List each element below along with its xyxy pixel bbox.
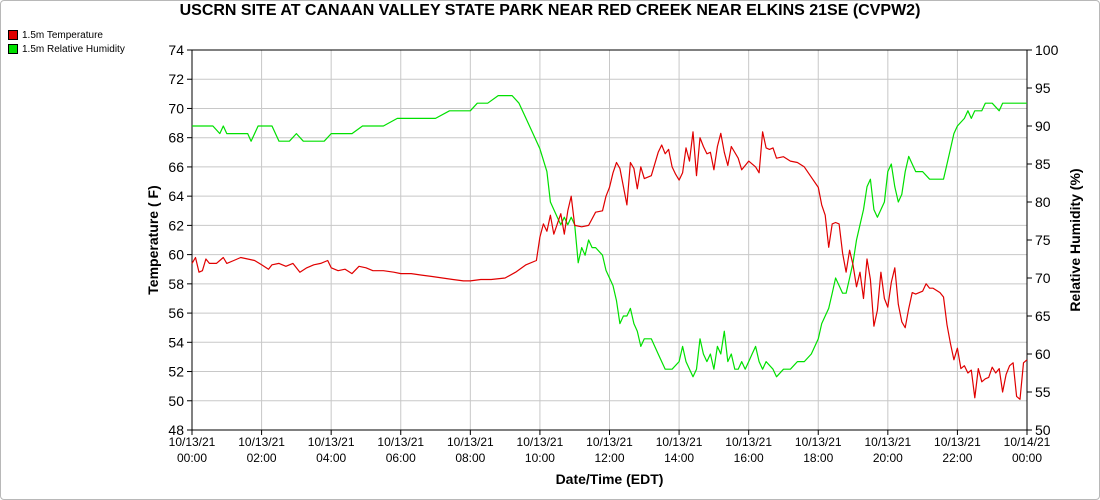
chart-title: USCRN SITE AT CANAAN VALLEY STATE PARK N… [179,2,921,19]
x-tick-time-label: 04:00 [316,451,346,465]
x-tick-date-label: 10/13/21 [238,435,285,449]
grid-lines [191,49,1028,431]
y-right-tick-label: 100 [1035,42,1059,58]
x-tick-date-label: 10/13/21 [586,435,633,449]
legend-label-humidity: 1.5m Relative Humidity [22,43,125,55]
x-tick-time-label: 16:00 [734,451,764,465]
y-left-tick-label: 56 [168,305,184,321]
y-left-tick-label: 54 [168,334,184,350]
y-axis-right-title: Relative Humidity (%) [1067,168,1083,311]
y-left-tick-label: 66 [168,159,184,175]
x-tick-date-label: 10/13/21 [169,435,216,449]
legend: 1.5m Temperature 1.5m Relative Humidity [8,28,125,56]
x-tick-date-label: 10/13/21 [725,435,772,449]
x-tick-time-label: 10:00 [525,451,555,465]
y-axis-left-title: Temperature ( F) [145,185,161,294]
x-tick-time-label: 00:00 [1012,451,1042,465]
x-tick-date-label: 10/13/21 [656,435,703,449]
y-left-tick-label: 52 [168,364,184,380]
y-left-tick-label: 68 [168,130,184,146]
y-right-tick-label: 55 [1035,384,1051,400]
x-tick-time-label: 12:00 [594,451,624,465]
series-line-humidity [192,94,1027,378]
y-left-tick-label: 48 [168,422,184,438]
x-tick-time-label: 22:00 [942,451,972,465]
y-right-tick-label: 65 [1035,308,1051,324]
legend-swatch-humidity [8,44,18,54]
series-line-temperature [191,131,1028,400]
y-right-tick-label: 80 [1035,194,1051,210]
legend-label-temperature: 1.5m Temperature [22,29,103,41]
x-tick-date-label: 10/13/21 [308,435,355,449]
y-left-tick-label: 50 [168,393,184,409]
x-tick-time-label: 18:00 [803,451,833,465]
x-tick-date-label: 10/13/21 [934,435,981,449]
y-left-tick-label: 72 [168,71,184,87]
x-tick-date-label: 10/14/21 [1004,435,1051,449]
x-tick-time-label: 06:00 [386,451,416,465]
x-tick-date-label: 10/13/21 [377,435,424,449]
legend-swatch-temperature [8,30,18,40]
y-right-tick-label: 75 [1035,232,1051,248]
legend-item-humidity: 1.5m Relative Humidity [8,42,125,56]
y-left-tick-label: 58 [168,276,184,292]
x-tick-time-label: 20:00 [873,451,903,465]
x-tick-time-label: 02:00 [247,451,277,465]
series-lines [191,94,1028,400]
x-tick-time-label: 00:00 [177,451,207,465]
y-right-tick-label: 60 [1035,346,1051,362]
legend-item-temperature: 1.5m Temperature [8,28,125,42]
y-left-tick-label: 74 [168,42,184,58]
y-left-tick-label: 70 [168,100,184,116]
y-right-tick-label: 90 [1035,118,1051,134]
y-left-tick-label: 60 [168,247,184,263]
x-tick-date-label: 10/13/21 [447,435,494,449]
x-axis-title: Date/Time (EDT) [556,471,664,487]
x-tick-time-label: 08:00 [455,451,485,465]
axis-ticks: 48 50 52 54 56 58 60 62 64 66 68 70 72 74 50 55 60 65 70 75… [168,42,1058,465]
y-right-tick-label: 70 [1035,270,1051,286]
x-tick-date-label: 10/13/21 [795,435,842,449]
y-left-tick-label: 62 [168,217,184,233]
x-tick-date-label: 10/13/21 [517,435,564,449]
x-tick-time-label: 14:00 [664,451,694,465]
y-left-tick-label: 64 [168,188,184,204]
y-right-tick-label: 95 [1035,80,1051,96]
y-right-tick-label: 50 [1035,422,1051,438]
y-right-tick-label: 85 [1035,156,1051,172]
x-tick-date-label: 10/13/21 [864,435,911,449]
